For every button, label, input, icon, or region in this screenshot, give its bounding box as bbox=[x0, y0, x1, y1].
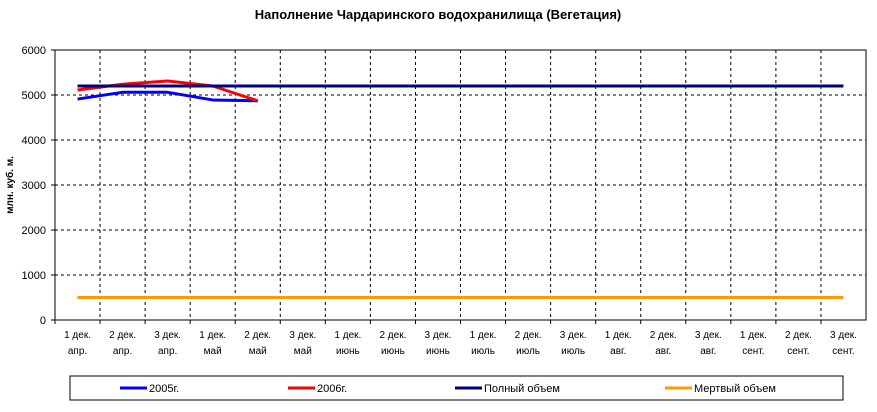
plot-border bbox=[54, 49, 867, 321]
y-tick-label: 1000 bbox=[22, 270, 46, 282]
legend-label: Мертвый объем bbox=[694, 383, 776, 395]
x-tick-label: июнь bbox=[336, 346, 360, 357]
x-tick-label: 1 дек. bbox=[64, 330, 91, 341]
x-tick-label: 3 дек. bbox=[289, 330, 316, 341]
x-tick-label: сент. bbox=[832, 346, 854, 357]
y-tick-label: 2000 bbox=[22, 225, 46, 237]
x-tick-label: 1 дек. bbox=[334, 330, 361, 341]
x-tick-label: май bbox=[249, 346, 267, 357]
x-tick-label: 1 дек. bbox=[199, 330, 226, 341]
x-tick-label: 2 дек. bbox=[515, 330, 542, 341]
x-tick-label: июль bbox=[561, 346, 585, 357]
legend-label: Полный объем bbox=[484, 383, 560, 395]
x-tick-label: 2 дек. bbox=[109, 330, 136, 341]
x-tick-label: авг. bbox=[610, 346, 626, 357]
x-tick-label: июнь bbox=[381, 346, 405, 357]
x-tick-label: апр. bbox=[113, 346, 132, 357]
x-tick-label: апр. bbox=[68, 346, 87, 357]
x-tick-label: авг. bbox=[655, 346, 671, 357]
x-tick-label: 3 дек. bbox=[830, 330, 857, 341]
x-tick-label: июль bbox=[471, 346, 495, 357]
legend-box bbox=[69, 375, 844, 401]
x-tick-label: 3 дек. bbox=[560, 330, 587, 341]
legend-label: 2005г. bbox=[149, 383, 179, 395]
y-axis-label: млн. куб. м. bbox=[4, 156, 16, 214]
y-tick-label: 3000 bbox=[22, 180, 46, 192]
y-tick-label: 6000 bbox=[22, 45, 46, 57]
x-tick-label: май bbox=[204, 346, 222, 357]
x-tick-label: июль bbox=[516, 346, 540, 357]
x-tick-label: 3 дек. bbox=[154, 330, 181, 341]
y-tick-label: 4000 bbox=[22, 135, 46, 147]
x-tick-label: май bbox=[294, 346, 312, 357]
x-tick-label: 1 дек. bbox=[605, 330, 632, 341]
series-line bbox=[77, 90, 258, 103]
x-tick-label: 3 дек. bbox=[425, 330, 452, 341]
y-tick-label: 0 bbox=[40, 315, 46, 327]
y-tick-label: 5000 bbox=[22, 90, 46, 102]
chart-title: Наполнение Чардаринского водохранилища (… bbox=[255, 7, 622, 22]
x-tick-label: 3 дек. bbox=[695, 330, 722, 341]
x-tick-label: 2 дек. bbox=[650, 330, 677, 341]
x-tick-label: авг. bbox=[700, 346, 716, 357]
x-tick-label: 1 дек. bbox=[740, 330, 767, 341]
legend-label: 2006г. bbox=[317, 383, 347, 395]
x-tick-label: сент. bbox=[742, 346, 764, 357]
x-tick-label: 1 дек. bbox=[470, 330, 497, 341]
x-tick-label: сент. bbox=[787, 346, 809, 357]
x-tick-label: 2 дек. bbox=[244, 330, 271, 341]
x-tick-label: 2 дек. bbox=[379, 330, 406, 341]
x-tick-label: июнь bbox=[426, 346, 450, 357]
x-tick-label: апр. bbox=[158, 346, 177, 357]
x-tick-label: 2 дек. bbox=[785, 330, 812, 341]
